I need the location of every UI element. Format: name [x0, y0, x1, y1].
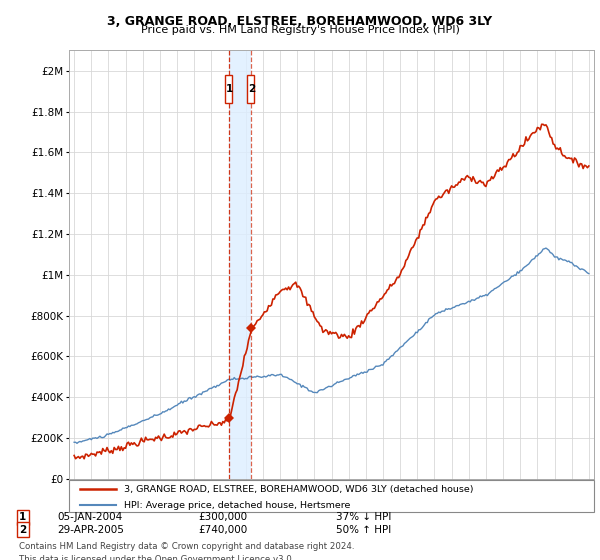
Text: 1: 1	[226, 84, 233, 94]
Text: 29-APR-2005: 29-APR-2005	[57, 525, 124, 535]
Text: Contains HM Land Registry data © Crown copyright and database right 2024.
This d: Contains HM Land Registry data © Crown c…	[19, 542, 355, 560]
Text: 50% ↑ HPI: 50% ↑ HPI	[336, 525, 391, 535]
Text: Price paid vs. HM Land Registry's House Price Index (HPI): Price paid vs. HM Land Registry's House …	[140, 25, 460, 35]
Text: HPI: Average price, detached house, Hertsmere: HPI: Average price, detached house, Hert…	[124, 501, 350, 510]
Bar	[225, 75, 232, 104]
Bar	[247, 75, 254, 104]
Text: £300,000: £300,000	[198, 512, 247, 522]
Text: 37% ↓ HPI: 37% ↓ HPI	[336, 512, 391, 522]
Bar	[229, 50, 251, 479]
Text: 2: 2	[248, 84, 256, 94]
Text: 05-JAN-2004: 05-JAN-2004	[57, 512, 122, 522]
Text: 3, GRANGE ROAD, ELSTREE, BOREHAMWOOD, WD6 3LY: 3, GRANGE ROAD, ELSTREE, BOREHAMWOOD, WD…	[107, 15, 493, 27]
Text: 2: 2	[19, 525, 26, 535]
Text: £740,000: £740,000	[198, 525, 247, 535]
Text: 1: 1	[19, 512, 26, 522]
Text: 3, GRANGE ROAD, ELSTREE, BOREHAMWOOD, WD6 3LY (detached house): 3, GRANGE ROAD, ELSTREE, BOREHAMWOOD, WD…	[124, 484, 473, 493]
